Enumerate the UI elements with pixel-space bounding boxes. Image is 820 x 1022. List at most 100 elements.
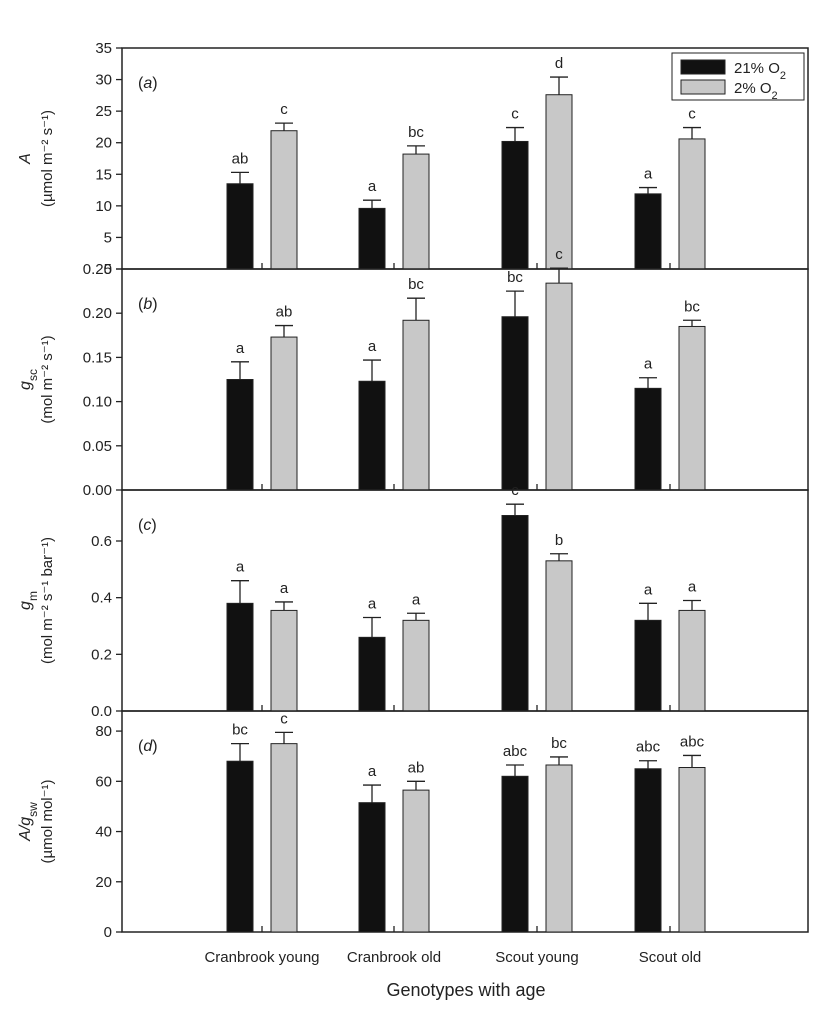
bar-b-o2-21-scout-old bbox=[634, 387, 662, 491]
panel-a: 0 5 10 15 20 25 30 35 (a) A (µmol m⁻² s⁻¹) ab a c a c bc… bbox=[17, 40, 809, 278]
y-tick-label: 40 bbox=[95, 824, 112, 841]
significance-letter: c bbox=[280, 101, 288, 118]
bar-c-o2-21-scout-old bbox=[634, 619, 662, 712]
y-tick-label: 0.25 bbox=[83, 261, 112, 278]
x-axis-title: Genotypes with age bbox=[386, 980, 545, 1000]
significance-letter: abc bbox=[636, 739, 661, 756]
bar-c-o2-2-cranbrook-old bbox=[402, 619, 430, 712]
y-axis-label: A/gsw (µmol mol⁻¹) bbox=[17, 779, 56, 863]
significance-letter: ab bbox=[232, 150, 249, 167]
significance-letter: b bbox=[555, 532, 563, 549]
y-tick-label: 0.2 bbox=[91, 646, 112, 663]
bar-c-o2-2-cranbrook-young bbox=[270, 609, 298, 712]
y-axis-label: gm (mol m⁻² s⁻¹ bar⁻¹) bbox=[17, 537, 56, 664]
bar-d-o2-2-cranbrook-old bbox=[402, 789, 430, 933]
significance-letter: a bbox=[644, 356, 653, 373]
significance-letter: c bbox=[511, 482, 519, 499]
significance-letter: a bbox=[368, 763, 377, 780]
panel-tag: (b) bbox=[138, 296, 158, 313]
bar-a-o2-21-scout-young bbox=[501, 140, 529, 270]
significance-letter: bc bbox=[232, 722, 248, 739]
y-tick-label: 20 bbox=[95, 874, 112, 891]
significance-letter: a bbox=[280, 580, 289, 597]
bar-a-o2-21-cranbrook-young bbox=[226, 183, 254, 270]
bar-b-o2-2-scout-old bbox=[678, 325, 706, 491]
y-tick-label: 30 bbox=[95, 72, 112, 89]
y-axis-label-line2: (mol m⁻² s⁻¹ bar⁻¹) bbox=[39, 537, 56, 664]
bar-a-o2-2-scout-young bbox=[545, 94, 573, 270]
y-tick-label: 60 bbox=[95, 773, 112, 790]
bar-a-o2-21-cranbrook-old bbox=[358, 207, 386, 270]
significance-letter: bc bbox=[551, 735, 567, 752]
y-axis-label-line1: gsc bbox=[17, 369, 40, 390]
bar-c-o2-2-scout-old bbox=[678, 609, 706, 712]
significance-letter: a bbox=[644, 166, 653, 183]
legend-label: 2% O2 bbox=[734, 80, 778, 102]
significance-letter: a bbox=[368, 596, 377, 613]
significance-letter: c bbox=[511, 106, 519, 123]
significance-letter: c bbox=[555, 246, 563, 263]
bar-c-o2-21-cranbrook-young bbox=[226, 602, 254, 712]
legend-swatch bbox=[680, 59, 726, 75]
bar-d-o2-21-scout-young bbox=[501, 775, 529, 933]
panel-b: 0.00 0.05 0.10 0.15 0.20 0.25 (b) gsc (mol m⁻² s… bbox=[17, 246, 809, 499]
panel-tag: (c) bbox=[138, 517, 157, 534]
bar-b-o2-21-cranbrook-old bbox=[358, 380, 386, 491]
y-axis-label-line2: (mol m⁻² s⁻¹) bbox=[39, 335, 56, 423]
bar-d-o2-2-cranbrook-young bbox=[270, 743, 298, 933]
significance-letter: a bbox=[412, 591, 421, 608]
x-category-label: Cranbrook young bbox=[204, 949, 319, 966]
y-tick-label: 5 bbox=[104, 229, 112, 246]
significance-letter: ab bbox=[408, 759, 425, 776]
y-tick-label: 0.00 bbox=[83, 482, 112, 499]
significance-letter: bc bbox=[408, 276, 424, 293]
bar-b-o2-21-scout-young bbox=[501, 316, 529, 491]
y-tick-label: 20 bbox=[95, 135, 112, 152]
y-tick-label: 35 bbox=[95, 40, 112, 57]
x-category-label: Scout young bbox=[495, 949, 578, 966]
significance-letter: d bbox=[555, 55, 563, 72]
significance-letter: a bbox=[368, 178, 377, 195]
x-category-label: Scout old bbox=[639, 949, 702, 966]
y-tick-label: 0.4 bbox=[91, 590, 112, 607]
bar-a-o2-21-scout-old bbox=[634, 193, 662, 270]
y-tick-label: 0.0 bbox=[91, 703, 112, 720]
significance-letter: abc bbox=[503, 743, 528, 760]
y-tick-label: 0.20 bbox=[83, 305, 112, 322]
bar-d-o2-21-cranbrook-old bbox=[358, 802, 386, 933]
bar-b-o2-2-scout-young bbox=[545, 282, 573, 491]
legend: 21% O22% O2 bbox=[671, 52, 805, 102]
panel-c: 0.0 0.2 0.4 0.6 (c) gm (mol m⁻² s⁻¹ bar⁻¹) a a c a… bbox=[17, 482, 809, 720]
panel-d: 0 20 40 60 80 (d) A/gsw (µmol mol⁻¹) bc a abc abc c a… bbox=[17, 710, 809, 941]
panel-tag: (d) bbox=[138, 738, 158, 755]
panel-tag: (a) bbox=[138, 75, 158, 92]
significance-letter: a bbox=[236, 340, 245, 357]
y-axis-label-line2: (µmol m⁻² s⁻¹) bbox=[39, 110, 56, 207]
bar-c-o2-21-scout-young bbox=[501, 515, 529, 712]
y-tick-label: 80 bbox=[95, 723, 112, 740]
y-tick-label: 15 bbox=[95, 166, 112, 183]
panel-frame bbox=[121, 710, 809, 933]
bar-b-o2-2-cranbrook-young bbox=[270, 336, 298, 491]
significance-letter: a bbox=[644, 581, 653, 598]
legend-label: 21% O2 bbox=[734, 60, 786, 82]
bar-d-o2-21-cranbrook-young bbox=[226, 760, 254, 933]
x-category-label: Cranbrook old bbox=[347, 949, 441, 966]
bar-b-o2-2-cranbrook-old bbox=[402, 319, 430, 491]
bar-a-o2-2-scout-old bbox=[678, 138, 706, 270]
bar-a-o2-2-cranbrook-young bbox=[270, 130, 298, 270]
y-tick-label: 0 bbox=[104, 924, 112, 941]
y-tick-label: 0.15 bbox=[83, 349, 112, 366]
y-axis-label: A (µmol m⁻² s⁻¹) bbox=[17, 110, 56, 207]
y-axis-label: gsc (mol m⁻² s⁻¹) bbox=[17, 335, 56, 423]
significance-letter: c bbox=[280, 710, 288, 727]
bar-d-o2-2-scout-old bbox=[678, 767, 706, 933]
significance-letter: bc bbox=[408, 124, 424, 141]
bar-c-o2-21-cranbrook-old bbox=[358, 636, 386, 712]
y-axis-label-line1: gm bbox=[17, 591, 40, 610]
y-tick-label: 0.10 bbox=[83, 394, 112, 411]
y-axis-label-line1: A/gsw bbox=[17, 802, 40, 842]
significance-letter: a bbox=[236, 559, 245, 576]
significance-letter: ab bbox=[276, 304, 293, 321]
